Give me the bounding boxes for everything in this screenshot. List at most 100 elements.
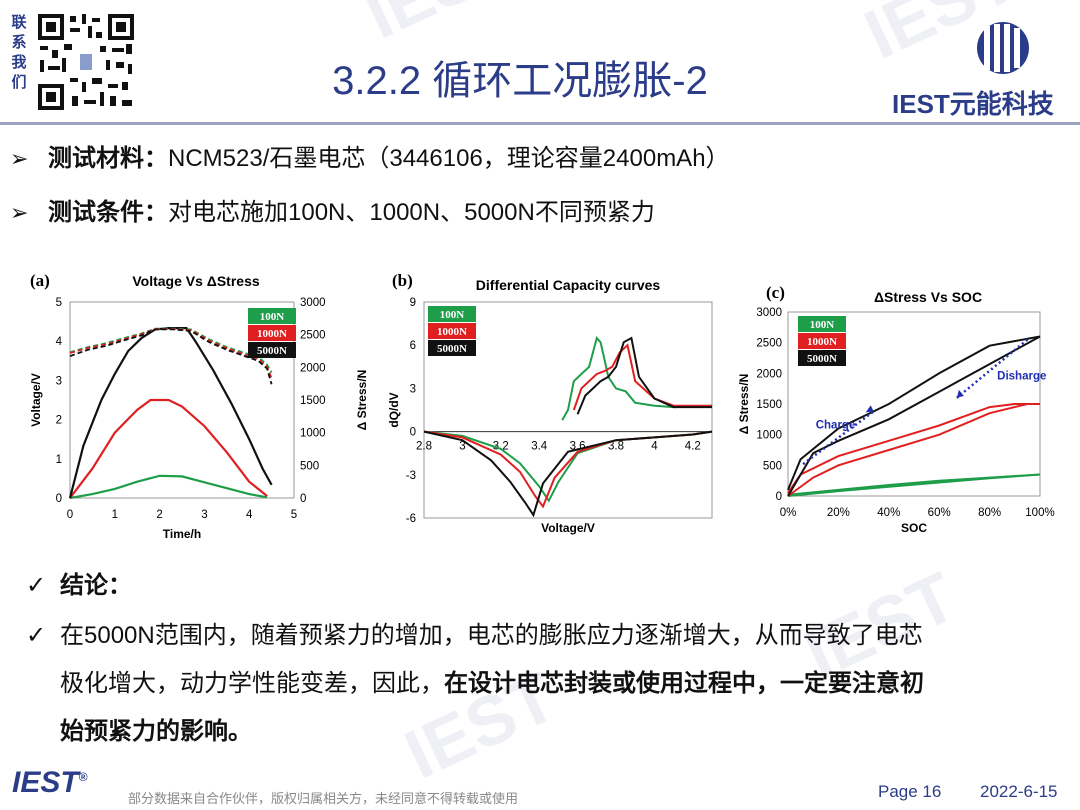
conclusion-text-line2: 极化增大，动力学性能变差，因此， xyxy=(60,670,444,697)
y-tick-label: 0 xyxy=(776,491,782,503)
y-tick-label: 6 xyxy=(410,340,416,352)
y-tick-label: 9 xyxy=(410,297,416,309)
legend-label-5000N: 5000N xyxy=(437,343,467,355)
series-discharge-100N xyxy=(787,473,1041,496)
y-tick-label: 0 xyxy=(56,493,62,505)
conclusion-emphasis-line3: 始预紧力的影响。 xyxy=(60,718,252,745)
x-tick-label: 1 xyxy=(112,509,118,521)
x-tick-label: 4.2 xyxy=(685,441,701,453)
legend-label-100N: 100N xyxy=(810,319,835,331)
series-discharge-5000N xyxy=(423,430,713,518)
series-charge-1000N xyxy=(787,403,1040,497)
legend-label-100N: 100N xyxy=(440,309,465,321)
y2-axis-label: Δ Stress/N xyxy=(355,370,369,431)
chart-stress-vs-soc: (c) ΔStress Vs SOC 0% 20% 40% 60% 80% 100% 0 500 1… xyxy=(728,270,1068,552)
conclusion-heading: 结论： xyxy=(60,572,132,599)
brand-logo xyxy=(977,22,1029,74)
x-tick-label: 20% xyxy=(827,507,850,519)
conclusion-emphasis-line2: 在设计电芯封装或使用过程中，一定要注意初 xyxy=(444,670,924,697)
slide-date: 2022-6-15 xyxy=(980,782,1058,801)
qr-code[interactable] xyxy=(36,12,136,112)
series-discharge-1000N xyxy=(787,403,1040,494)
x-tick-label: 0% xyxy=(780,507,797,519)
legend-label-1000N: 1000N xyxy=(807,336,837,348)
x-axis-label: Time/h xyxy=(163,527,201,541)
legend-label-1000N: 1000N xyxy=(257,328,287,340)
y-tick-label: 3 xyxy=(410,383,416,395)
brand-logo-globe-icon xyxy=(977,22,1029,74)
discharge-arrow-icon xyxy=(956,338,1029,399)
conclusion-body: ✓ 在5000N范围内，随着预紧力的增加，电芯的膨胀应力逐渐增大，从而导致了电芯 … xyxy=(26,616,1076,752)
x-tick-label: 2.8 xyxy=(416,441,432,453)
slide-title: 3.2.2 循环工况膨胀-2 xyxy=(332,59,708,103)
x-tick-label: 3.2 xyxy=(493,441,509,453)
legend-swatch-1000N xyxy=(798,333,846,349)
conclusion-text-line1: 在5000N范围内，随着预紧力的增加，电芯的膨胀应力逐渐增大，从而导致了电芯 xyxy=(60,622,923,649)
y-tick-label: -6 xyxy=(406,513,416,525)
bullet-label: 测试条件： xyxy=(48,199,168,226)
legend-swatch-1000N xyxy=(428,323,476,339)
y-tick-label: 2 xyxy=(56,415,62,427)
annotation-discharge: Disharge xyxy=(997,370,1046,382)
chart-title: Differential Capacity curves xyxy=(476,277,661,293)
legend-label-1000N: 1000N xyxy=(437,326,467,338)
x-tick-label: 2 xyxy=(156,509,162,521)
x-tick-label: 3.8 xyxy=(608,441,624,453)
legend-label-5000N: 5000N xyxy=(257,345,287,357)
bullet-arrow-icon: ➢ xyxy=(10,146,29,171)
check-icon: ✓ xyxy=(26,572,47,599)
y2-tick-label: 500 xyxy=(300,460,319,472)
y-tick-label: 2500 xyxy=(756,338,782,350)
panel-label: (b) xyxy=(392,271,413,290)
y2-tick-label: 0 xyxy=(300,493,306,505)
contact-char: 我 xyxy=(11,53,27,71)
legend-label-100N: 100N xyxy=(260,311,285,323)
legend-swatch-5000N xyxy=(248,342,296,358)
footer-logo: IEST® xyxy=(12,766,88,800)
legend-swatch-100N xyxy=(248,308,296,324)
plot-frame xyxy=(69,301,295,499)
chart-title: Voltage Vs ΔStress xyxy=(132,273,260,289)
series-stress-1000N xyxy=(69,398,268,499)
legend-swatch-5000N xyxy=(428,340,476,356)
x-tick-label: 5 xyxy=(291,509,297,521)
panel-label: (c) xyxy=(766,283,785,302)
contact-char: 联 xyxy=(11,13,27,31)
conclusion-heading-row: ✓ 结论： xyxy=(26,566,132,606)
legend-label-5000N: 5000N xyxy=(807,353,837,365)
series-discharge-100N xyxy=(423,430,713,503)
series-stress-100N xyxy=(69,474,268,500)
legend-swatch-100N xyxy=(428,306,476,322)
y-tick-label: -3 xyxy=(406,470,416,482)
series-voltage-5000N xyxy=(69,328,273,385)
x-tick-label: 4 xyxy=(246,509,253,521)
series-charge-1000N xyxy=(572,343,712,411)
series-charge-5000N xyxy=(787,335,1041,497)
legend-swatch-5000N xyxy=(798,350,846,366)
x-tick-label: 3 xyxy=(459,441,465,453)
y-tick-label: 0 xyxy=(410,427,416,439)
x-axis-label: Voltage/V xyxy=(541,521,595,535)
y-tick-label: 4 xyxy=(56,336,63,348)
y-tick-label: 1 xyxy=(56,454,62,466)
legend-swatch-100N xyxy=(798,316,846,332)
x-tick-label: 60% xyxy=(928,507,951,519)
y2-tick-label: 2000 xyxy=(300,362,326,374)
contact-char: 们 xyxy=(11,73,27,91)
brand-logo-text: IEST元能科技 xyxy=(892,89,1054,119)
y2-tick-label: 3000 xyxy=(300,297,326,309)
x-tick-label: 3.4 xyxy=(531,441,548,453)
registered-mark: ® xyxy=(78,770,88,784)
y2-tick-label: 1000 xyxy=(300,428,326,440)
svg-text:IEST: IEST xyxy=(353,0,527,54)
annotation-charge: Charge xyxy=(816,420,856,432)
series-charge-100N xyxy=(561,335,713,421)
y-tick-label: 500 xyxy=(763,460,782,472)
copyright-note: 部分数据来自合作伙伴，版权归属相关方，未经同意不得转载或使用 xyxy=(128,791,519,806)
y-axis-label: Voltage/V xyxy=(29,373,43,427)
x-axis-label: SOC xyxy=(901,521,927,535)
y-tick-label: 1000 xyxy=(756,430,782,442)
x-tick-label: 40% xyxy=(877,507,900,519)
footer-logo-text: IEST xyxy=(12,766,79,799)
